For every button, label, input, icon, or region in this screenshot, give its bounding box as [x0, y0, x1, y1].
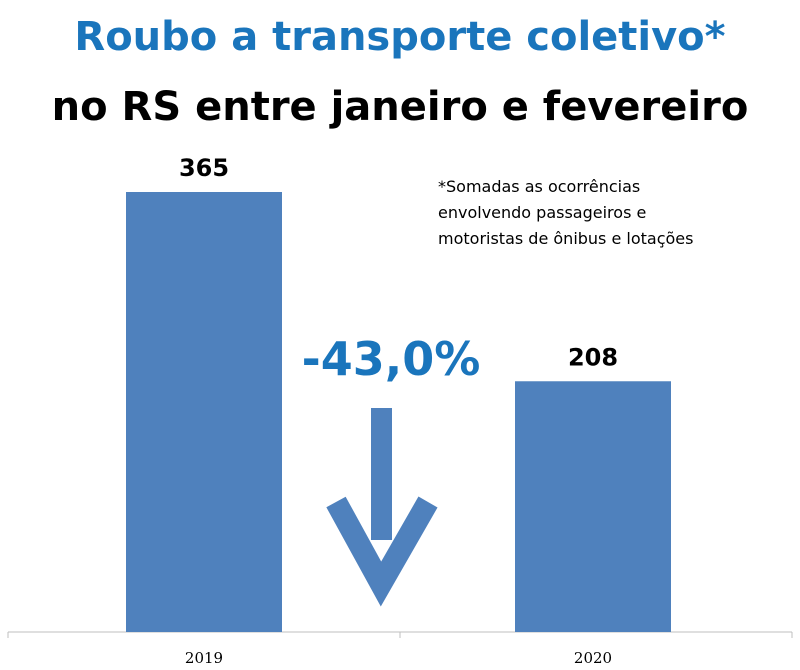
- data-label-2019: 365: [179, 154, 229, 182]
- x-tick-label-2019: 2019: [185, 649, 223, 667]
- data-label-2020: 208: [568, 343, 618, 371]
- percent-change-label: -43,0%: [301, 332, 481, 386]
- x-tick-label-2020: 2020: [574, 649, 612, 667]
- bar-2020: [515, 381, 671, 632]
- footnote-line-3: motoristas de ônibus e lotações: [438, 229, 694, 248]
- footnote-line-1: *Somadas as ocorrências: [438, 177, 641, 196]
- footnote-line-2: envolvendo passageiros e: [438, 203, 647, 222]
- footnote: *Somadas as ocorrências envolvendo passa…: [438, 174, 768, 252]
- down-arrow-icon: [326, 408, 438, 607]
- chart-subtitle: no RS entre janeiro e fevereiro: [51, 84, 749, 130]
- bar-2019: [126, 192, 282, 632]
- chart-title: Roubo a transporte coletivo*: [74, 14, 726, 60]
